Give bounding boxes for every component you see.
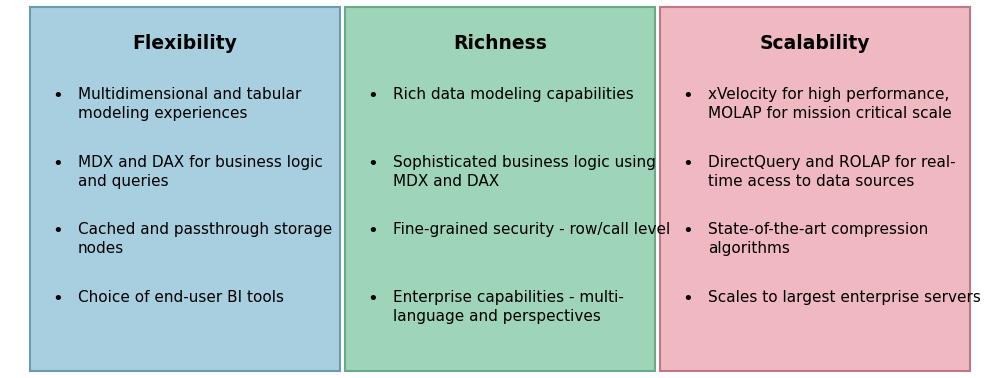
Text: •: •	[682, 87, 693, 105]
Text: •: •	[682, 290, 693, 308]
Text: •: •	[52, 155, 63, 172]
Text: •: •	[367, 155, 378, 172]
Text: Scales to largest enterprise servers: Scales to largest enterprise servers	[708, 290, 981, 305]
Text: Scalability: Scalability	[760, 34, 870, 53]
Text: •: •	[367, 222, 378, 240]
FancyBboxPatch shape	[30, 7, 340, 371]
Text: •: •	[682, 222, 693, 240]
FancyBboxPatch shape	[345, 7, 655, 371]
Text: Richness: Richness	[453, 34, 547, 53]
Text: DirectQuery and ROLAP for real-
time acess to data sources: DirectQuery and ROLAP for real- time ace…	[708, 155, 956, 189]
Text: State-of-the-art compression
algorithms: State-of-the-art compression algorithms	[708, 222, 928, 256]
Text: Fine-grained security - row/call level: Fine-grained security - row/call level	[393, 222, 670, 237]
Text: Enterprise capabilities - multi-
language and perspectives: Enterprise capabilities - multi- languag…	[393, 290, 624, 324]
Text: Flexibility: Flexibility	[133, 34, 237, 53]
Text: Multidimensional and tabular
modeling experiences: Multidimensional and tabular modeling ex…	[78, 87, 301, 121]
Text: Rich data modeling capabilities: Rich data modeling capabilities	[393, 87, 634, 102]
Text: MDX and DAX for business logic
and queries: MDX and DAX for business logic and queri…	[78, 155, 323, 189]
Text: xVelocity for high performance,
MOLAP for mission critical scale: xVelocity for high performance, MOLAP fo…	[708, 87, 952, 121]
Text: Cached and passthrough storage
nodes: Cached and passthrough storage nodes	[78, 222, 332, 256]
Text: •: •	[682, 155, 693, 172]
Text: Sophisticated business logic using
MDX and DAX: Sophisticated business logic using MDX a…	[393, 155, 656, 189]
Text: •: •	[52, 87, 63, 105]
Text: •: •	[367, 87, 378, 105]
Text: •: •	[52, 222, 63, 240]
Text: •: •	[367, 290, 378, 308]
FancyBboxPatch shape	[660, 7, 970, 371]
Text: Choice of end-user BI tools: Choice of end-user BI tools	[78, 290, 284, 305]
Text: •: •	[52, 290, 63, 308]
